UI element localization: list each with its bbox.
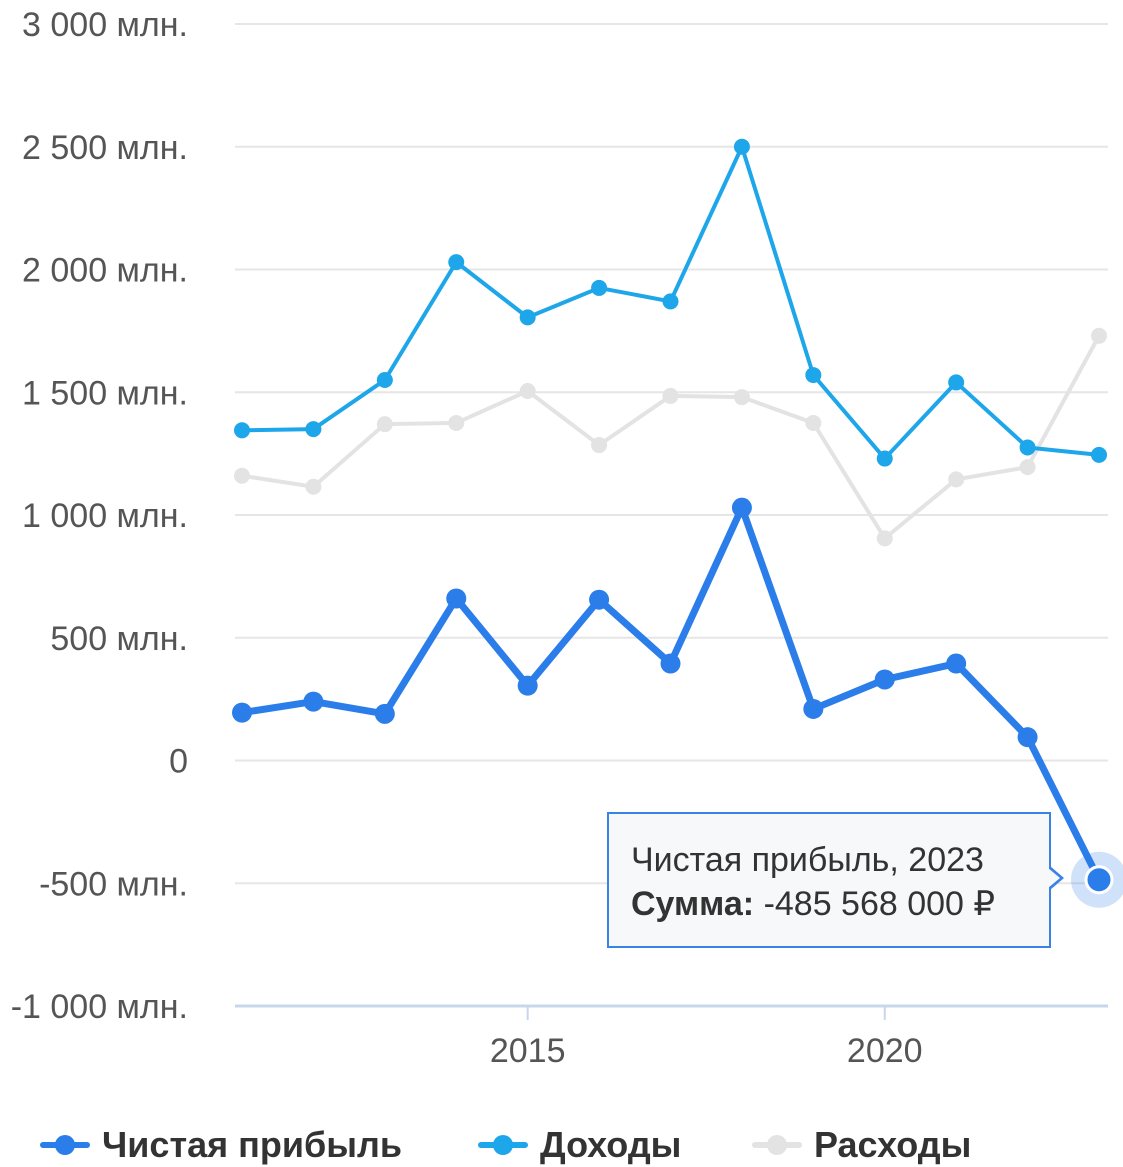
series-line-expenses xyxy=(240,333,1101,541)
point-expenses xyxy=(448,414,465,431)
y-tick-label: 2 000 млн. xyxy=(22,252,188,290)
point-income xyxy=(662,293,679,310)
point-expenses xyxy=(876,530,893,547)
tooltip-value: -485 568 000 ₽ xyxy=(763,885,996,923)
axis-labels: -1 000 млн. -500 млн. 0 500 млн. 1 000 млн. 1… xyxy=(11,6,923,1070)
tooltip-row: Сумма: -485 568 000 ₽ xyxy=(631,882,1049,926)
point-net-profit xyxy=(803,698,824,719)
point-income xyxy=(948,374,965,391)
point-expenses xyxy=(805,414,822,431)
point-net-profit xyxy=(589,589,610,610)
point-income xyxy=(591,279,608,296)
point-income xyxy=(1091,446,1107,463)
y-tick-label: 500 млн. xyxy=(50,620,188,658)
legend-marker-expenses xyxy=(752,1122,802,1167)
y-tick-label: -500 млн. xyxy=(39,865,188,903)
y-tick-label: 0 xyxy=(169,743,188,781)
point-net-profit xyxy=(660,653,681,674)
point-net-profit xyxy=(517,675,538,696)
point-income xyxy=(234,422,250,439)
point-income xyxy=(305,421,322,438)
tooltip-title: Чистая прибыль, 2023 xyxy=(631,841,984,879)
chart-plot: -1 000 млн. -500 млн. 0 500 млн. 1 000 млн. 1… xyxy=(11,6,1123,1070)
point-income xyxy=(876,450,893,467)
legend-marker-income xyxy=(478,1122,528,1167)
legend-label-net-profit: Чистая прибыль xyxy=(102,1123,402,1165)
legend-dot xyxy=(767,1135,787,1155)
point-net-profit-highlighted xyxy=(1084,865,1114,895)
legend-marker-net-profit xyxy=(40,1122,90,1167)
x-tick-label: 2020 xyxy=(847,1032,923,1070)
point-expenses xyxy=(591,437,608,454)
y-tick-label: 1 000 млн. xyxy=(22,497,188,535)
point-income xyxy=(1019,439,1036,456)
point-net-profit xyxy=(946,653,967,674)
point-net-profit xyxy=(1017,727,1038,748)
x-tick-label: 2015 xyxy=(490,1032,566,1070)
y-tick-label: 2 500 млн. xyxy=(22,129,188,167)
point-expenses xyxy=(662,387,679,404)
point-income xyxy=(376,371,393,388)
tooltip-pointer-fill xyxy=(1048,868,1060,888)
point-expenses xyxy=(519,383,536,400)
point-income xyxy=(733,138,750,155)
point-net-profit xyxy=(303,691,324,712)
series-markers xyxy=(232,138,1123,908)
point-net-profit xyxy=(374,703,395,724)
legend: Чистая прибыль Доходы Расходы xyxy=(0,1122,1123,1167)
legend-label-income: Доходы xyxy=(540,1123,682,1165)
point-income xyxy=(448,254,465,271)
point-net-profit xyxy=(446,588,467,609)
point-net-profit xyxy=(874,669,895,690)
legend-label-expenses: Расходы xyxy=(814,1123,972,1165)
y-tick-label: 1 500 млн. xyxy=(22,374,188,412)
y-tick-label: 3 000 млн. xyxy=(22,6,188,44)
point-expenses xyxy=(948,471,965,488)
legend-item-expenses[interactable]: Расходы xyxy=(752,1122,971,1167)
legend-dot xyxy=(55,1135,75,1155)
tooltip-label: Сумма: xyxy=(631,885,755,923)
point-expenses xyxy=(733,389,750,406)
tooltip: Чистая прибыль, 2023 Сумма: -485 568 000… xyxy=(607,812,1051,948)
point-expenses xyxy=(376,416,393,433)
point-income xyxy=(805,367,822,384)
point-net-profit xyxy=(232,702,252,723)
legend-dot xyxy=(493,1135,513,1155)
point-expenses xyxy=(305,478,322,495)
point-expenses xyxy=(1091,327,1107,344)
legend-item-net-profit[interactable]: Чистая прибыль xyxy=(40,1122,402,1167)
point-expenses xyxy=(234,467,250,484)
y-tick-label: -1 000 млн. xyxy=(11,988,188,1026)
point-income xyxy=(519,309,536,326)
legend-item-income[interactable]: Доходы xyxy=(478,1122,681,1167)
point-expenses xyxy=(1019,459,1036,476)
point-net-profit xyxy=(731,497,752,518)
series-lines xyxy=(238,144,1103,884)
